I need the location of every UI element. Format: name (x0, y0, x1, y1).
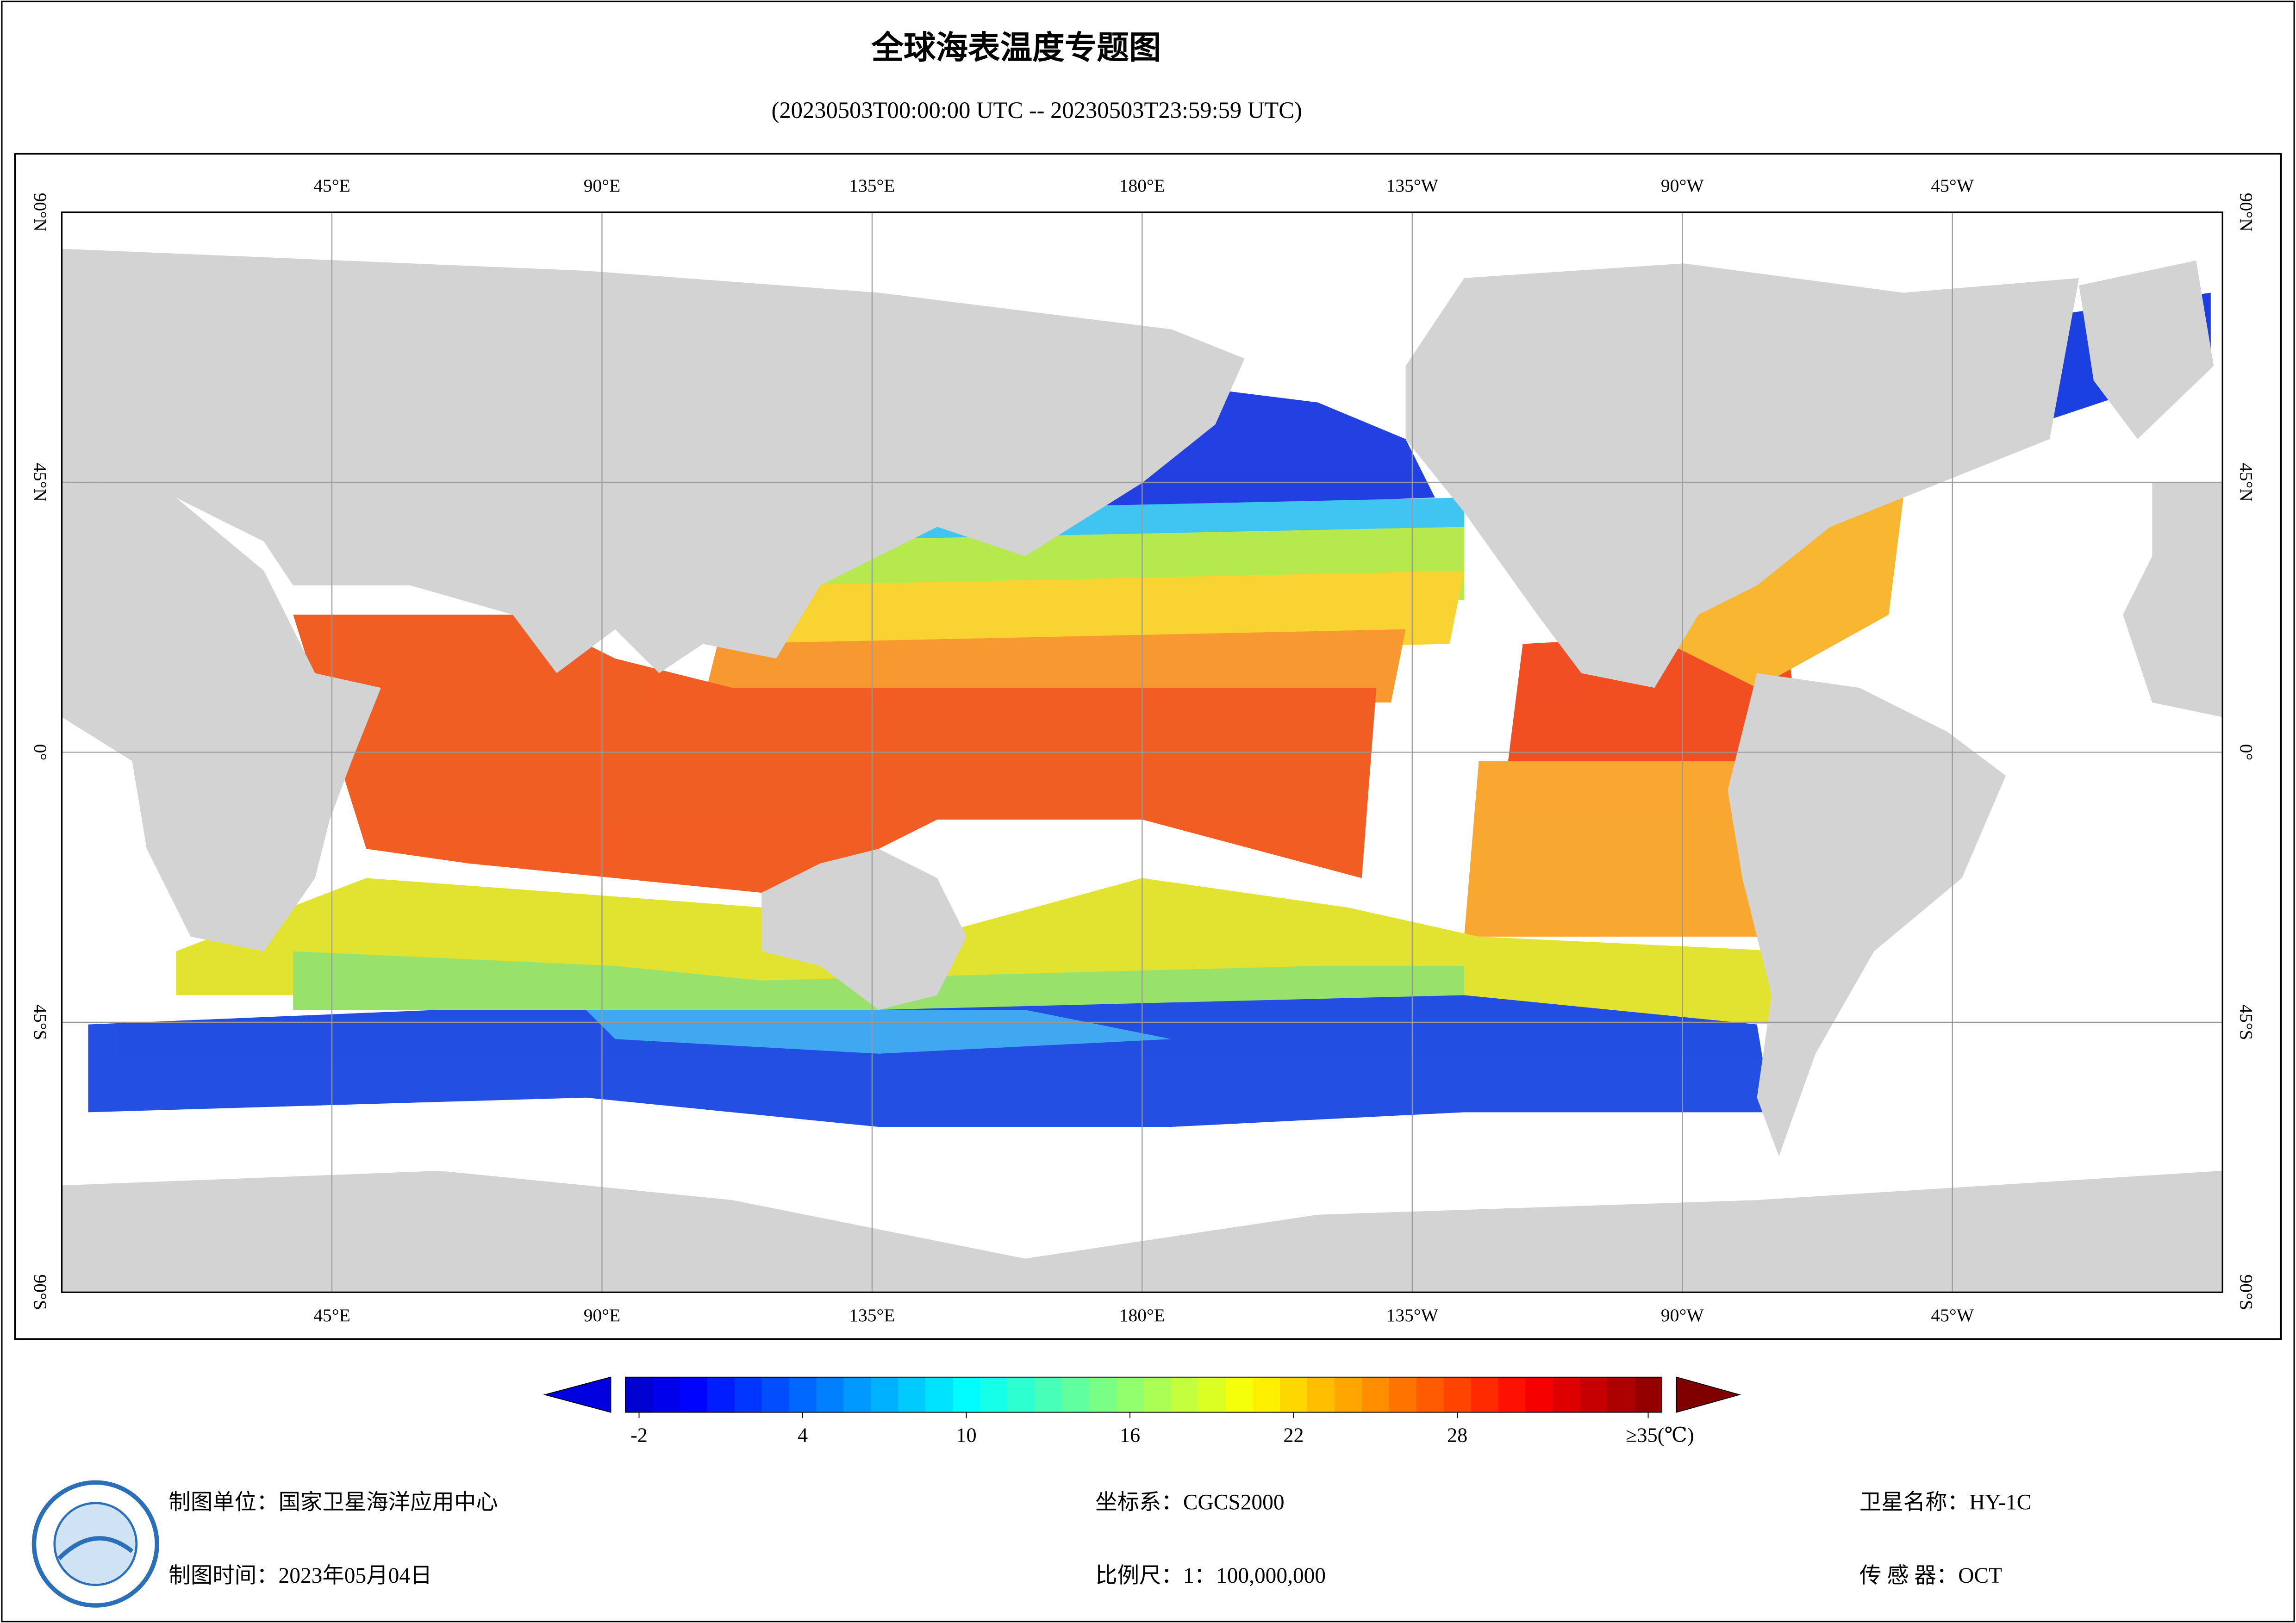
colorbar-cell (1007, 1377, 1035, 1412)
lon-label: 90°W (1661, 175, 1704, 196)
lat-label: 45°S (2236, 1004, 2257, 1040)
colorbar-cell (1607, 1377, 1635, 1412)
colorbar-cell (1280, 1377, 1308, 1412)
footer-satellite: 卫星名称：HY-1C (1859, 1491, 2031, 1515)
footer-crs: 坐标系：CGCS2000 (1095, 1491, 1284, 1515)
colorbar-cell (1525, 1377, 1554, 1412)
colorbar-cell (1198, 1377, 1226, 1412)
colorbar-cell (980, 1377, 1008, 1412)
map-title: 全球海表温度专题图 (871, 29, 1161, 67)
map-border (61, 211, 2223, 1293)
colorbar-cell (1225, 1377, 1254, 1412)
colorbar (543, 1376, 1741, 1418)
colorbar-over (1676, 1376, 1741, 1413)
colorbar-cell (789, 1377, 817, 1412)
colorbar-cell (707, 1377, 735, 1412)
lat-label: 0° (2236, 744, 2257, 761)
colorbar-cell (1034, 1377, 1062, 1412)
eurasia (62, 249, 1245, 673)
colorbar-cell (1471, 1377, 1499, 1412)
lon-label: 45°W (1931, 1305, 1974, 1325)
logo (31, 1480, 159, 1608)
lon-label: 180°E (1119, 1305, 1165, 1325)
map-subtitle: (20230503T00:00:00 UTC -- 20230503T23:59… (771, 97, 1302, 123)
colorbar-cell (1171, 1377, 1199, 1412)
colorbar-border (625, 1376, 1662, 1413)
colorbar-cell (816, 1377, 844, 1412)
colorbar-cell (1580, 1377, 1608, 1412)
north-america (1405, 263, 2079, 688)
colorbar-label: -2 (630, 1424, 648, 1447)
colorbar-label: 22 (1283, 1424, 1304, 1447)
lon-label: 180°E (1119, 175, 1165, 196)
colorbar-cell (953, 1377, 980, 1412)
colorbar-cell (1443, 1377, 1472, 1412)
lon-label: 135°E (849, 175, 895, 196)
colorbar-cell (1253, 1377, 1281, 1412)
lon-label: 45°E (313, 1305, 350, 1325)
footer-scale: 比例尺：1：100,000,000 (1095, 1564, 1326, 1588)
lat-label: 45°S (30, 1004, 50, 1040)
colorbar-cell (680, 1377, 708, 1412)
lon-label: 135°W (1386, 175, 1439, 196)
lon-label: 90°E (584, 175, 620, 196)
lon-label: 135°W (1386, 1305, 1439, 1325)
lon-label: 90°W (1661, 1305, 1704, 1325)
colorbar-cell (625, 1377, 653, 1412)
colorbar-cell (1307, 1377, 1335, 1412)
colorbar-cell (925, 1377, 954, 1412)
colorbar-cell (1389, 1377, 1417, 1412)
colorbar-cell (734, 1377, 762, 1412)
colorbar-cell (1143, 1377, 1172, 1412)
colorbar-cell (843, 1377, 872, 1412)
colorbar-cell (871, 1377, 899, 1412)
colorbar-cell (652, 1377, 680, 1412)
lon-label: 135°E (849, 1305, 895, 1325)
colorbar-cell (761, 1377, 790, 1412)
footer-unit: 制图单位：国家卫星海洋应用中心 (168, 1491, 498, 1515)
footer-sensor: 传 感 器：OCT (1859, 1564, 2002, 1588)
greenland (2079, 260, 2214, 439)
colorbar-cell (1553, 1377, 1581, 1412)
map-area (61, 211, 2223, 1293)
colorbar-cell (1089, 1377, 1117, 1412)
colorbar-label: 28 (1447, 1424, 1467, 1447)
colorbar-cell (1635, 1377, 1662, 1412)
south-america (1728, 673, 2006, 1157)
lat-label: 90°S (2236, 1275, 2257, 1310)
colorbar-under (543, 1376, 611, 1413)
colorbar-label: 4 (798, 1424, 808, 1447)
lon-label: 45°E (313, 175, 350, 196)
colorbar-label: 16 (1120, 1424, 1140, 1447)
lat-label: 45°N (30, 463, 50, 502)
lat-label: 90°S (30, 1275, 50, 1310)
colorbar-cell (898, 1377, 926, 1412)
footer-date: 制图时间：2023年05月04日 (168, 1564, 432, 1588)
colorbar-label: 10 (956, 1424, 976, 1447)
lat-label: 90°N (30, 193, 50, 232)
africa (62, 483, 381, 951)
lon-label: 90°E (584, 1305, 620, 1325)
lon-label: 45°W (1931, 175, 1974, 196)
lat-label: 90°N (2236, 193, 2257, 232)
colorbar-cell (1498, 1377, 1526, 1412)
colorbar-label: ≥35(℃) (1626, 1424, 1694, 1447)
colorbar-cell (1416, 1377, 1444, 1412)
lat-label: 0° (30, 744, 50, 761)
colorbar-cell (1334, 1377, 1362, 1412)
west-africa (2123, 483, 2223, 717)
lat-label: 45°N (2236, 463, 2257, 502)
colorbar-cell (1116, 1377, 1144, 1412)
colorbar-cell (1361, 1377, 1390, 1412)
australia (761, 849, 967, 1010)
colorbar-cell (1061, 1377, 1090, 1412)
